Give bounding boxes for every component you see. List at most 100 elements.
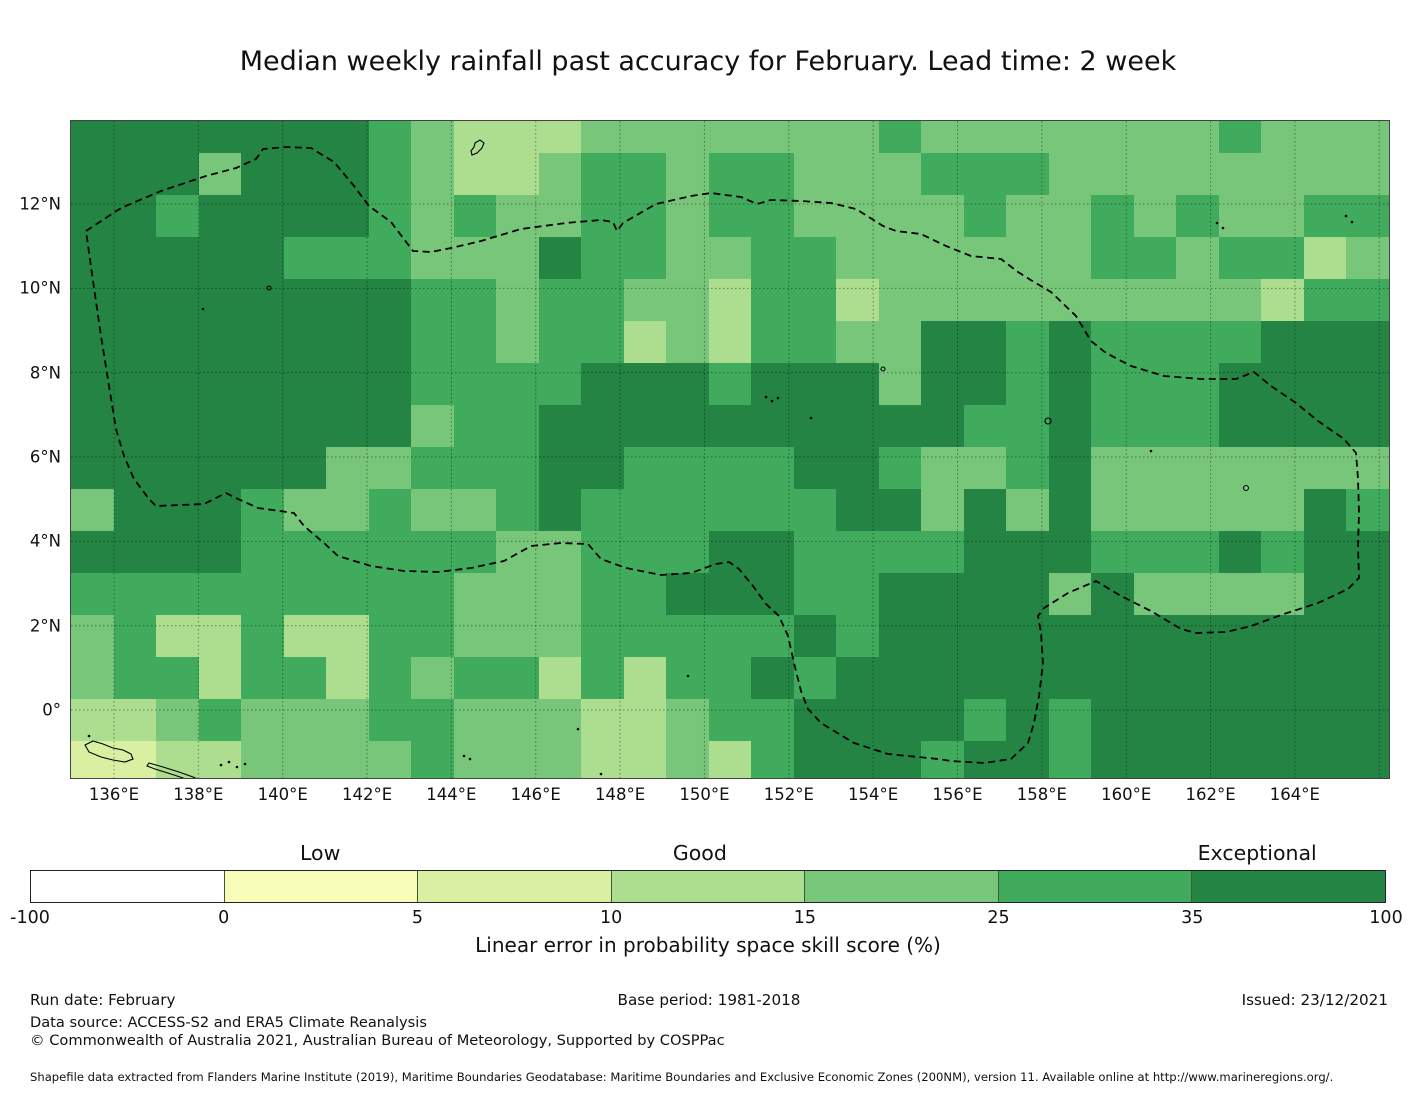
- raster-cell: [794, 615, 836, 657]
- colorbar-category-label: Good: [672, 841, 727, 865]
- raster-cell: [964, 489, 1006, 531]
- raster-cell: [539, 615, 581, 657]
- raster-cell: [921, 363, 964, 405]
- raster-cell: [326, 741, 369, 778]
- raster-cell: [1006, 237, 1049, 279]
- raster-cell: [1346, 699, 1389, 741]
- raster-cell: [751, 447, 794, 489]
- raster-cell: [1134, 447, 1176, 489]
- raster-cell: [1091, 279, 1134, 321]
- raster-cell: [624, 321, 666, 363]
- raster-cell: [454, 405, 496, 447]
- raster-cell: [411, 279, 454, 321]
- raster-cell: [156, 531, 199, 573]
- raster-cell: [964, 363, 1006, 405]
- shapefile-note-text: Shapefile data extracted from Flanders M…: [30, 1070, 1334, 1084]
- raster-cell: [666, 153, 709, 195]
- raster-cell: [284, 279, 326, 321]
- raster-cell: [624, 741, 666, 778]
- raster-cell: [921, 657, 964, 699]
- raster-cell: [496, 741, 539, 778]
- raster-cell: [666, 447, 709, 489]
- raster-cell: [454, 237, 496, 279]
- raster-cell: [411, 363, 454, 405]
- raster-cell: [751, 121, 794, 153]
- raster-cell: [539, 321, 581, 363]
- raster-cell: [284, 121, 326, 153]
- raster-cell: [496, 615, 539, 657]
- raster-cell: [709, 531, 751, 573]
- raster-cell: [1261, 195, 1304, 237]
- raster-cell: [879, 237, 921, 279]
- raster-cell: [624, 153, 666, 195]
- colorbar-tick-label: 5: [411, 908, 423, 928]
- raster-cell: [666, 531, 709, 573]
- raster-cell: [1049, 121, 1091, 153]
- raster-cell: [751, 615, 794, 657]
- raster-cell: [1219, 237, 1261, 279]
- x-tick-label: 162°E: [1185, 785, 1236, 804]
- raster-cell: [1304, 741, 1346, 778]
- raster-cell: [199, 121, 241, 153]
- raster-cell: [539, 237, 581, 279]
- raster-cell: [1219, 321, 1261, 363]
- raster-cell: [411, 489, 454, 531]
- raster-cell: [836, 405, 879, 447]
- raster-cell: [71, 657, 114, 699]
- raster-cell: [751, 531, 794, 573]
- raster-cell: [1006, 531, 1049, 573]
- raster-cell: [1091, 489, 1134, 531]
- raster-cell: [836, 657, 879, 699]
- raster-cell: [369, 657, 411, 699]
- raster-cell: [114, 363, 156, 405]
- raster-cell: [241, 279, 284, 321]
- raster-cell: [964, 531, 1006, 573]
- raster-cell: [666, 573, 709, 615]
- raster-cell: [1346, 405, 1389, 447]
- raster-cell: [964, 237, 1006, 279]
- raster-cell: [1261, 153, 1304, 195]
- raster-cell: [581, 237, 624, 279]
- raster-cell: [539, 195, 581, 237]
- colorbar-tick-label: 35: [1181, 908, 1204, 928]
- raster-cell: [156, 657, 199, 699]
- raster-cell: [199, 279, 241, 321]
- raster-cell: [1219, 195, 1261, 237]
- raster-cell: [1049, 237, 1091, 279]
- raster-cell: [624, 699, 666, 741]
- raster-cell: [1304, 237, 1346, 279]
- raster-cell: [921, 531, 964, 573]
- raster-cell: [1134, 531, 1176, 573]
- raster-cell: [1049, 405, 1091, 447]
- raster-cell: [1006, 447, 1049, 489]
- colorbar-segments: [30, 870, 1386, 903]
- raster-cell: [709, 121, 751, 153]
- raster-cell: [71, 489, 114, 531]
- raster-cell: [411, 121, 454, 153]
- raster-cell: [709, 195, 751, 237]
- colorbar-category-label: Low: [299, 841, 341, 865]
- raster-cell: [666, 237, 709, 279]
- colorbar-segment: [805, 871, 999, 902]
- raster-cell: [114, 657, 156, 699]
- raster-cell: [1261, 489, 1304, 531]
- raster-cell: [836, 279, 879, 321]
- raster-cell: [581, 279, 624, 321]
- raster-cell: [1091, 121, 1134, 153]
- colorbar-segment: [1192, 871, 1386, 902]
- raster-cell: [751, 321, 794, 363]
- raster-cell: [241, 153, 284, 195]
- raster-cell: [284, 363, 326, 405]
- raster-cell: [156, 363, 199, 405]
- raster-cell: [241, 121, 284, 153]
- raster-cell: [879, 321, 921, 363]
- raster-cell: [369, 321, 411, 363]
- x-tick-label: 140°E: [257, 785, 308, 804]
- raster-cell: [411, 153, 454, 195]
- raster-cell: [1134, 321, 1176, 363]
- raster-cell: [199, 447, 241, 489]
- raster-cell: [1006, 279, 1049, 321]
- raster-cell: [921, 447, 964, 489]
- raster-cell: [1346, 573, 1389, 615]
- raster-cell: [199, 153, 241, 195]
